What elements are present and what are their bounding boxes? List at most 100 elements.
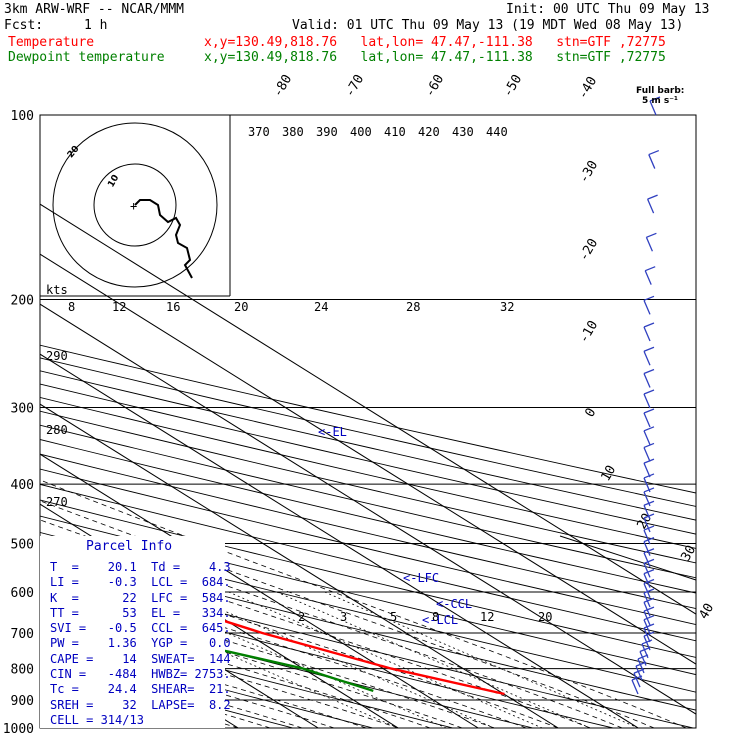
wind-barb-staff — [641, 643, 649, 659]
wind-barb-staff — [643, 529, 651, 545]
hodograph-speed-label: 28 — [406, 300, 420, 314]
mixing-ratio-label: 3 — [340, 610, 347, 624]
pressure-tick-label: 100 — [11, 109, 34, 124]
model-title: 3km ARW-WRF -- NCAR/MMM — [4, 2, 185, 17]
parcel-info-box — [40, 536, 225, 728]
isotherm-label: -80 — [270, 72, 295, 100]
isotherm-label: 40 — [696, 601, 717, 622]
dry-adiabat-line — [40, 515, 696, 676]
theta-e-label: 410 — [384, 125, 406, 139]
isotherm-line — [40, 453, 479, 728]
isotherm-label: 10 — [598, 463, 619, 484]
dry-adiabat-line — [40, 583, 614, 728]
wind-barb-flag — [643, 346, 655, 352]
mixing-ratio-line — [228, 591, 543, 728]
wind-barb-staff — [639, 651, 647, 666]
wind-barb-flag — [643, 389, 655, 395]
wind-barb — [643, 588, 655, 608]
isotherm-label: -60 — [422, 72, 447, 100]
isotherm-label: -70 — [342, 72, 367, 100]
moist-adiabat-line — [40, 621, 399, 728]
pressure-tick-label: 300 — [11, 401, 34, 416]
isotherm-line — [40, 303, 696, 715]
wind-barb — [643, 322, 655, 342]
wind-barb-flag — [643, 295, 655, 301]
legend-dewpoint-location: x,y=130.49,818.76 lat,lon= 47.47,-111.38… — [204, 50, 666, 65]
wind-barb — [644, 266, 656, 285]
wind-barb-staff — [643, 412, 651, 428]
wind-barb-staff — [643, 635, 651, 651]
wind-barb-staff — [643, 447, 651, 462]
wind-barb — [643, 606, 655, 626]
wind-barb — [643, 442, 655, 462]
isotherm-label: 30 — [678, 543, 699, 564]
wind-barb — [643, 389, 655, 409]
pressure-tick-label: 200 — [11, 294, 34, 309]
dry-adiabat-line — [40, 468, 696, 625]
parcel-level-label: <-CCL — [436, 597, 472, 611]
wind-barb-staff — [635, 665, 643, 681]
wind-barb-flag — [643, 588, 655, 594]
pressure-tick-label: 1000 — [3, 722, 34, 737]
dewpoint-line — [40, 598, 374, 693]
parcel-info-row: PW = 1.36 YGP = 0.0 — [50, 636, 231, 651]
theta-label: 280 — [46, 423, 68, 437]
wind-barb-flag — [643, 631, 655, 637]
wind-barb — [643, 623, 655, 643]
wind-barb-flag — [643, 537, 655, 543]
wind-barb-flag — [646, 232, 657, 238]
theta-e-label: 430 — [452, 125, 474, 139]
wind-barb-flag — [643, 408, 655, 414]
temperature-line — [40, 564, 505, 696]
wind-barb-flag — [644, 266, 656, 272]
wind-barb — [643, 368, 655, 388]
theta-e-label: 390 — [316, 125, 338, 139]
wind-barb-staff — [643, 563, 651, 578]
mixing-ratio-label: 12 — [480, 610, 494, 624]
legend-temperature-location: x,y=130.49,818.76 lat,lon= 47.47,-111.38… — [204, 35, 666, 50]
isotherm-label: -50 — [500, 72, 525, 100]
full-barb-legend-title: Full barb: — [636, 86, 685, 96]
theta-e-label: 440 — [486, 125, 508, 139]
parcel-info-row: TT = 53 EL = 334. — [50, 605, 231, 620]
wind-barb-staff — [649, 100, 657, 116]
hodograph-speed-label: 32 — [500, 300, 514, 314]
wind-barb-staff — [643, 300, 651, 315]
dry-adiabat-line — [40, 439, 696, 594]
mixing-ratio-label: 8 — [432, 610, 439, 624]
isotherm-line — [40, 203, 696, 615]
pressure-tick-label: 600 — [11, 586, 34, 601]
pressure-tick-label: 700 — [11, 627, 34, 642]
wind-barb-staff — [643, 573, 651, 588]
wind-barb-flag — [643, 548, 655, 554]
wind-barb — [643, 558, 655, 578]
wind-barb — [643, 426, 655, 446]
hodograph-speed-label: 8 — [68, 300, 75, 314]
wind-barb-staff — [643, 350, 651, 366]
wind-barb — [649, 96, 661, 116]
wind-barb-staff — [643, 552, 651, 568]
wind-barb-flag — [643, 597, 655, 603]
parcel-info-row: SVI = -0.5 CCL = 645. — [50, 621, 231, 636]
wind-barb-flag — [648, 149, 660, 156]
moist-adiabat-line — [40, 519, 623, 728]
isotherm-line — [40, 503, 399, 728]
isotherm-line — [40, 253, 696, 665]
wind-barb-staff — [643, 619, 651, 634]
moist-adiabat-line — [40, 479, 687, 728]
dry-adiabat-line — [40, 453, 696, 610]
wind-barb — [643, 295, 655, 315]
mixing-ratio-label: 2 — [298, 610, 305, 624]
wind-barb-staff — [644, 270, 652, 285]
wind-barb — [643, 631, 655, 651]
moist-adiabat-line — [40, 609, 431, 728]
wind-barb-flag — [643, 569, 655, 575]
isotherm-label: -40 — [575, 74, 600, 102]
hodograph-center-mark: + — [130, 199, 137, 213]
wind-barb-flag — [643, 558, 655, 565]
mixing-ratio-line — [180, 591, 495, 728]
wind-barb-staff — [645, 237, 653, 252]
pressure-tick-label: 800 — [11, 663, 34, 678]
dry-adiabat-line — [40, 483, 696, 642]
parcel-level-label: <-EL — [318, 425, 347, 439]
